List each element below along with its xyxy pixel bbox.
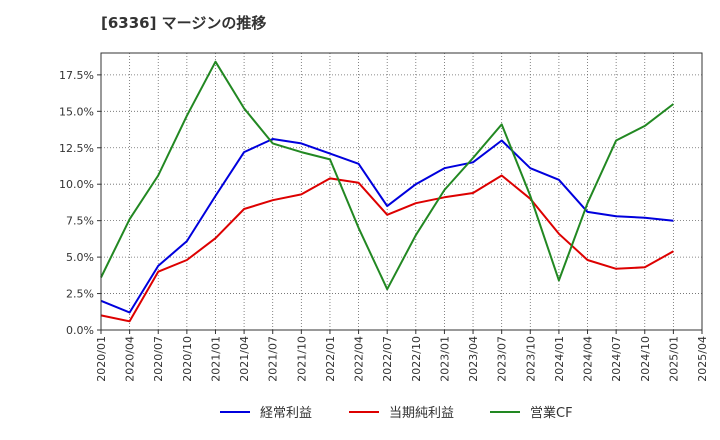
x-tick-label: 2021/04	[238, 336, 251, 382]
legend-label: 経常利益	[260, 406, 312, 421]
y-tick-label: 7.5%	[66, 215, 94, 228]
chart-title: [6336] マージンの推移	[101, 14, 267, 32]
series-line	[100, 60, 675, 291]
y-tick-label: 12.5%	[59, 142, 94, 155]
y-tick-label: 5.0%	[66, 251, 94, 264]
y-tick-label: 10.0%	[59, 178, 94, 191]
y-axis-ticks: 0.0% 2.5% 5.0% 7.5% 10.0% 12.5% 15.0% 17.5%	[59, 69, 101, 337]
x-tick-label: 2022/01	[324, 336, 337, 382]
x-tick-label: 2023/07	[496, 336, 509, 382]
series-line	[100, 174, 674, 323]
y-tick-label: 15.0%	[59, 105, 94, 118]
x-axis-ticks: 2020/01 2020/04 2020/07 2020/10 2021/01 2021/…	[95, 330, 709, 382]
legend-label: 当期純利益	[389, 406, 454, 421]
x-tick-label: 2023/01	[438, 336, 451, 382]
x-tick-label: 2022/10	[410, 336, 423, 382]
y-tick-label: 0.0%	[66, 324, 94, 337]
legend: 経常利益 当期純利益 営業CF	[220, 405, 573, 421]
x-tick-label: 2021/07	[267, 336, 280, 382]
x-tick-label: 2022/07	[381, 336, 394, 382]
x-tick-label: 2023/10	[524, 336, 537, 382]
x-tick-label: 2020/04	[124, 336, 137, 382]
x-tick-label: 2025/01	[667, 336, 680, 382]
x-tick-label: 2024/01	[553, 336, 566, 382]
y-tick-label: 17.5%	[59, 69, 94, 82]
x-tick-label: 2020/01	[95, 336, 108, 382]
x-tick-label: 2021/10	[295, 336, 308, 382]
x-tick-label: 2022/04	[353, 336, 366, 382]
series-lines	[100, 60, 675, 323]
y-tick-label: 2.5%	[66, 288, 94, 301]
x-tick-label: 2025/04	[696, 336, 709, 382]
plot-frame	[100, 52, 703, 331]
x-tick-label: 2024/07	[610, 336, 623, 382]
x-tick-label: 2021/01	[209, 336, 222, 382]
x-tick-label: 2020/07	[152, 336, 165, 382]
legend-label: 営業CF	[530, 405, 573, 421]
series-line	[100, 138, 674, 314]
x-tick-label: 2020/10	[181, 336, 194, 382]
x-tick-label: 2024/10	[639, 336, 652, 382]
x-tick-label: 2024/04	[582, 336, 595, 382]
x-tick-label: 2023/04	[467, 336, 480, 382]
grid	[101, 53, 702, 330]
